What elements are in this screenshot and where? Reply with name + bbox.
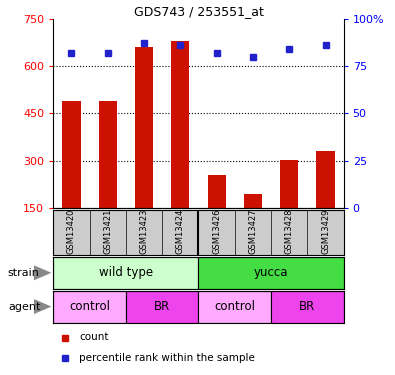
Bar	[244, 194, 262, 208]
Bar	[171, 41, 190, 208]
Polygon shape	[34, 265, 51, 280]
Bar	[199, 257, 344, 289]
Bar	[271, 291, 344, 322]
Bar	[53, 257, 199, 289]
Text: strain: strain	[8, 268, 40, 278]
Text: count: count	[79, 333, 109, 342]
Bar	[280, 160, 298, 208]
Text: GSM13424: GSM13424	[176, 209, 185, 254]
Text: GSM13421: GSM13421	[103, 209, 112, 254]
Polygon shape	[34, 299, 51, 314]
Text: control: control	[69, 300, 110, 313]
Bar	[135, 47, 153, 208]
Text: agent: agent	[8, 302, 40, 312]
Text: GSM13423: GSM13423	[139, 209, 149, 254]
Text: GSM13420: GSM13420	[67, 209, 76, 254]
Bar	[99, 101, 117, 208]
Title: GDS743 / 253551_at: GDS743 / 253551_at	[134, 4, 263, 18]
Bar	[62, 101, 81, 208]
Bar	[207, 175, 226, 208]
Text: GSM13429: GSM13429	[321, 209, 330, 254]
Bar	[199, 291, 271, 322]
Bar	[53, 291, 126, 322]
Text: GSM13427: GSM13427	[248, 209, 258, 254]
Text: GSM13428: GSM13428	[285, 209, 294, 254]
Text: BR: BR	[299, 300, 316, 313]
Bar	[316, 151, 335, 208]
Text: control: control	[214, 300, 255, 313]
Bar	[126, 291, 199, 322]
Text: BR: BR	[154, 300, 170, 313]
Text: GSM13426: GSM13426	[212, 209, 221, 254]
Text: wild type: wild type	[99, 266, 153, 279]
Text: yucca: yucca	[254, 266, 288, 279]
Text: percentile rank within the sample: percentile rank within the sample	[79, 353, 255, 363]
